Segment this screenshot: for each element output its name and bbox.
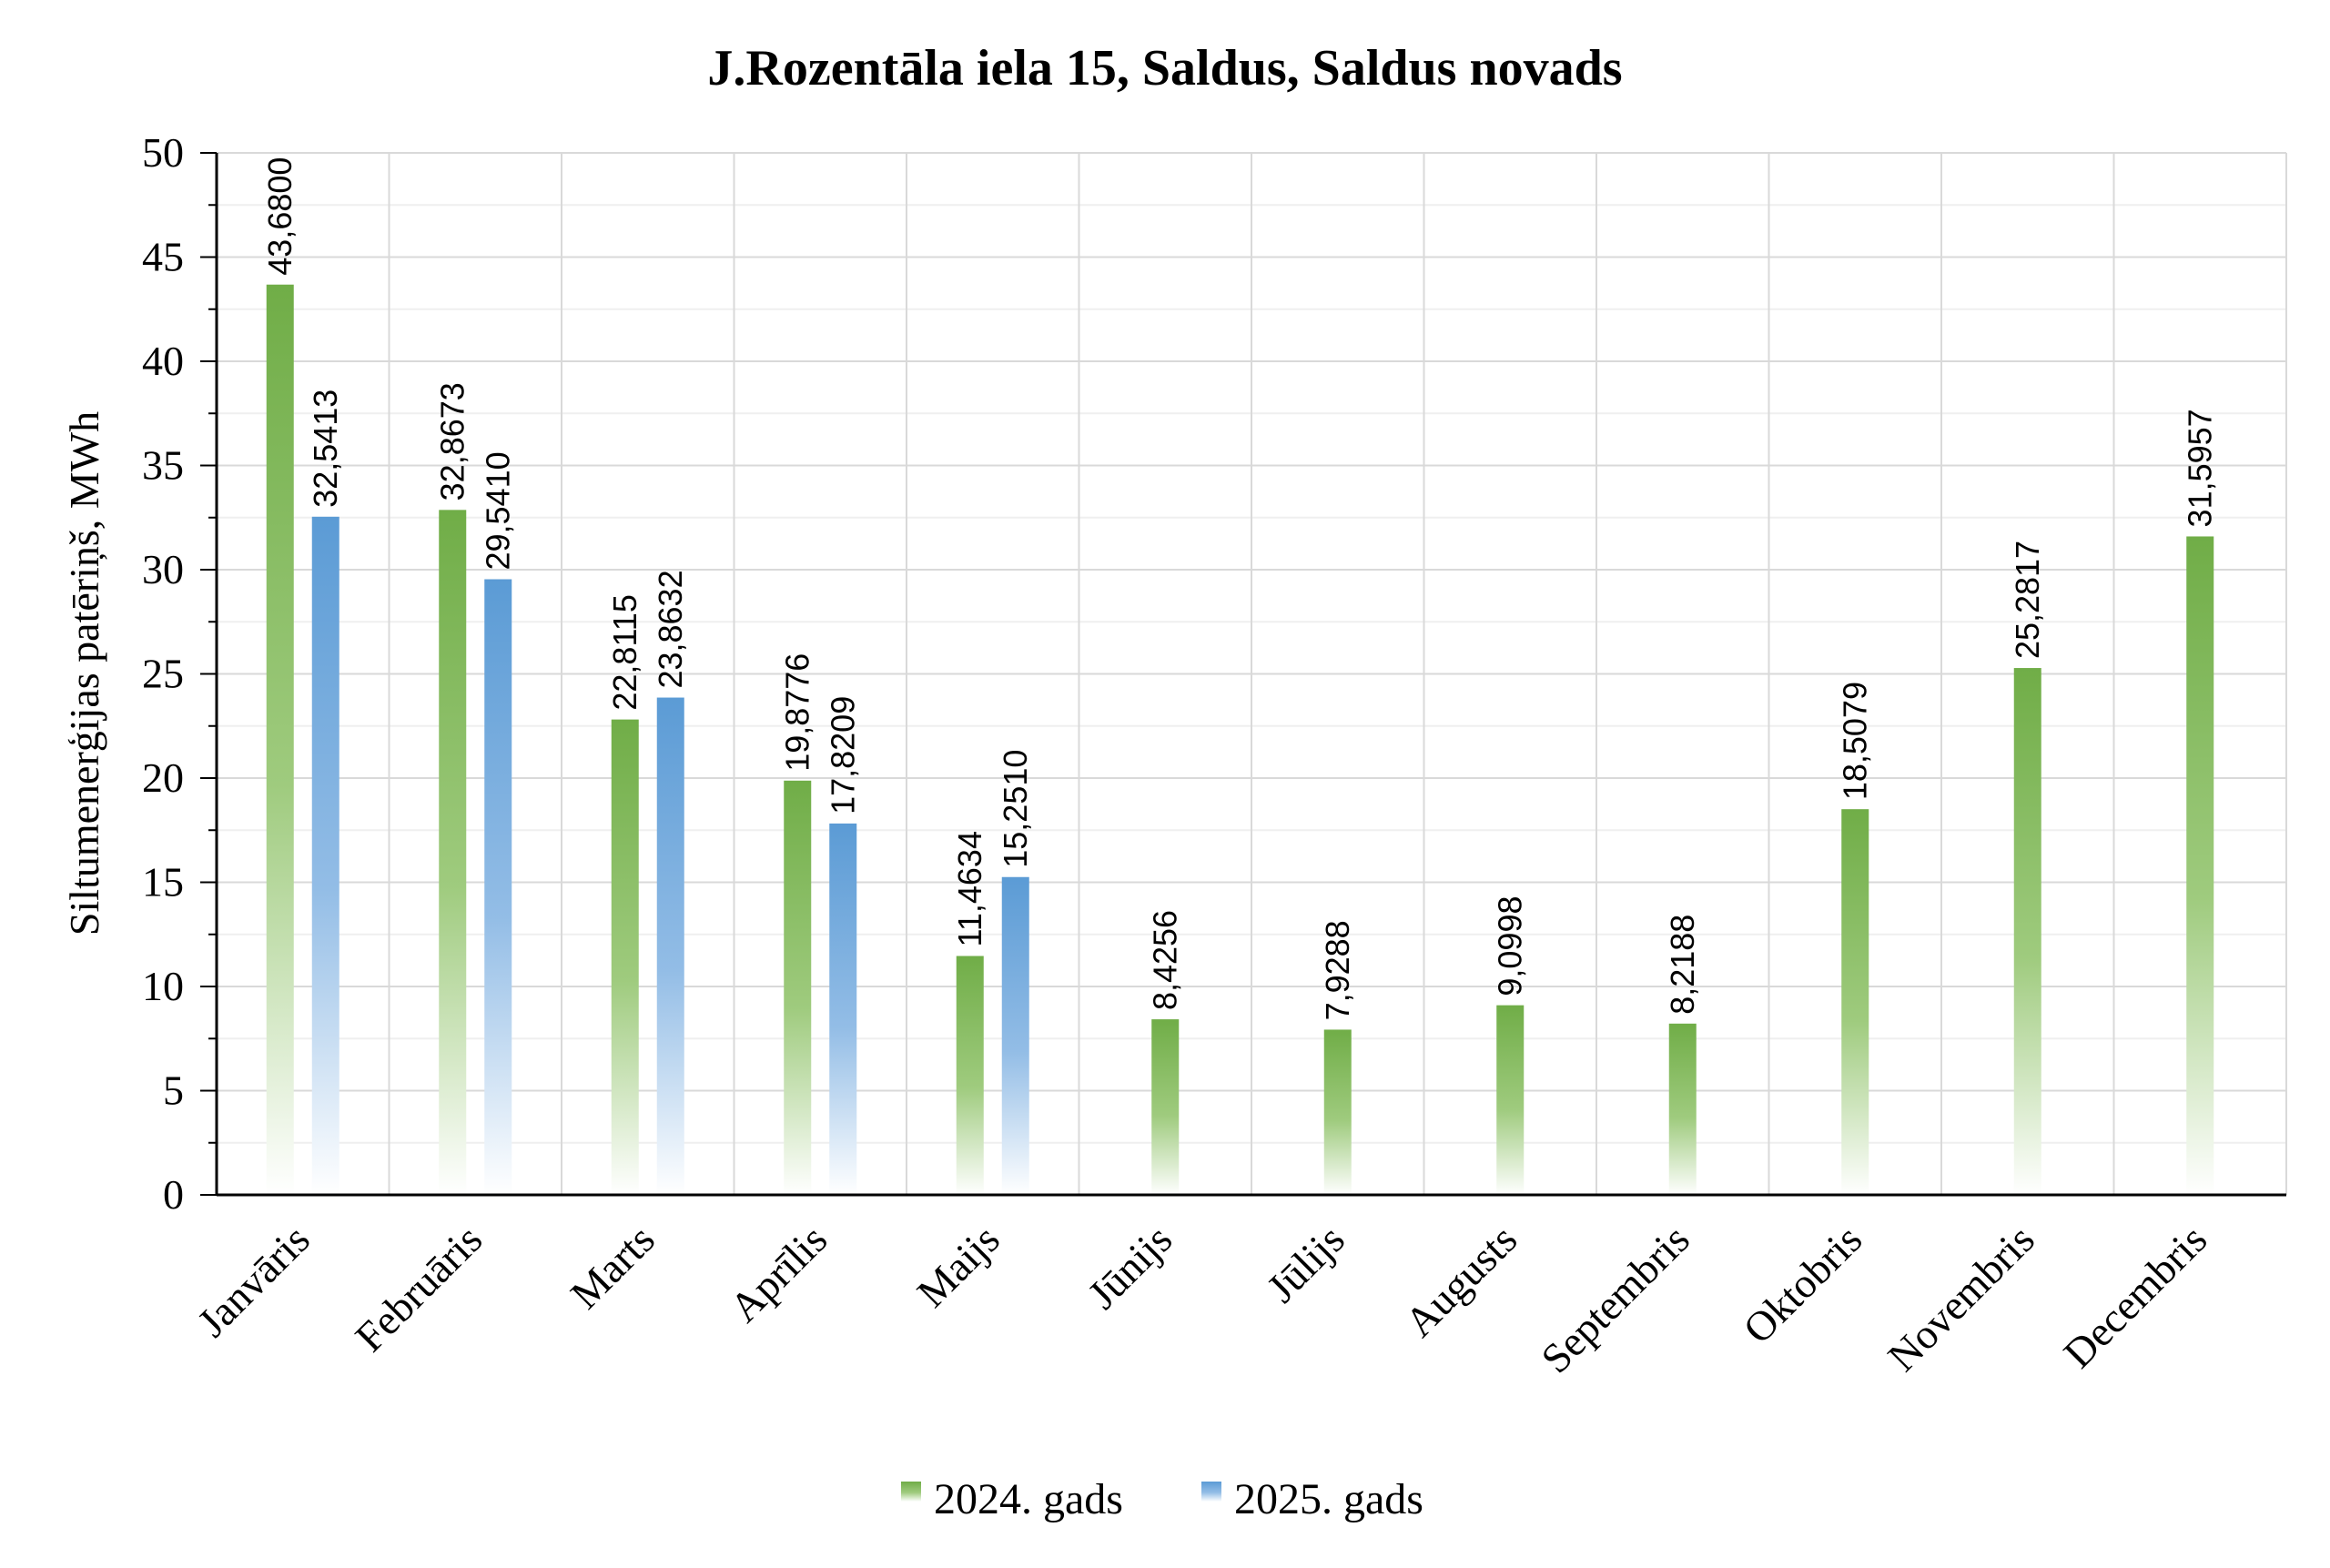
data-label: 9,0998 bbox=[1491, 896, 1528, 996]
data-label: 7,9288 bbox=[1319, 920, 1356, 1020]
y-tick-label: 15 bbox=[142, 859, 184, 905]
data-label: 11,4634 bbox=[951, 831, 988, 946]
x-tick-label: Jūnijs bbox=[1079, 1216, 1180, 1318]
data-label: 8,2188 bbox=[1664, 915, 1701, 1015]
bar-2024 bbox=[2013, 668, 2041, 1195]
bar-2024 bbox=[2186, 536, 2214, 1195]
y-tick-label: 50 bbox=[142, 129, 184, 176]
data-label: 29,5410 bbox=[479, 451, 516, 570]
x-tick-label: Marts bbox=[562, 1216, 664, 1318]
legend-swatch bbox=[901, 1482, 921, 1502]
bar-2025 bbox=[484, 579, 512, 1195]
y-tick-label: 10 bbox=[142, 963, 184, 1009]
legend-label: 2024. gads bbox=[934, 1475, 1123, 1523]
x-tick-label: Augusts bbox=[1396, 1216, 1526, 1346]
x-tick-label: Oktobris bbox=[1734, 1216, 1870, 1352]
y-tick-label: 45 bbox=[142, 234, 184, 280]
bar-2025 bbox=[656, 697, 684, 1195]
x-tick-label: Februāris bbox=[346, 1216, 491, 1361]
y-tick-label: 40 bbox=[142, 338, 184, 384]
bar-2024 bbox=[266, 284, 294, 1195]
bar-2024 bbox=[439, 510, 467, 1195]
bar-2024 bbox=[1496, 1005, 1525, 1195]
data-label: 25,2817 bbox=[2009, 541, 2046, 659]
x-tick-label: Maijs bbox=[908, 1216, 1008, 1316]
bar-2024 bbox=[1668, 1023, 1697, 1195]
y-axis-label: Siltumenerģijas patēriņš, MWh bbox=[61, 411, 107, 936]
bar-2025 bbox=[829, 823, 857, 1195]
bar-2024 bbox=[1841, 809, 1869, 1195]
data-label: 23,8632 bbox=[652, 570, 689, 688]
bar-2024 bbox=[611, 719, 639, 1195]
data-label: 32,5413 bbox=[307, 389, 344, 508]
legend-swatch bbox=[1201, 1482, 1221, 1502]
data-label: 18,5079 bbox=[1836, 682, 1873, 800]
data-label: 43,6800 bbox=[261, 157, 299, 276]
bars bbox=[266, 284, 2214, 1195]
data-label: 32,8673 bbox=[433, 382, 471, 501]
gridlines bbox=[217, 152, 2287, 1195]
data-label: 8,4256 bbox=[1146, 910, 1183, 1010]
y-tick-label: 30 bbox=[142, 546, 184, 592]
bar-2024 bbox=[784, 780, 812, 1195]
x-tick-label: Decembris bbox=[2054, 1216, 2215, 1377]
bar-2025 bbox=[311, 516, 339, 1195]
data-label: 31,5957 bbox=[2181, 409, 2218, 527]
bar-2024 bbox=[1323, 1029, 1352, 1195]
x-tick-label: Novembris bbox=[1879, 1216, 2043, 1381]
x-tick-label: Janvāris bbox=[188, 1216, 319, 1346]
data-label: 19,8776 bbox=[778, 653, 816, 772]
legend: 2024. gads 2025. gads bbox=[901, 1475, 1423, 1523]
y-tick-label: 20 bbox=[142, 754, 184, 801]
bar-2025 bbox=[1001, 876, 1029, 1195]
x-tick-label: Aprīlis bbox=[721, 1216, 836, 1330]
y-tick-label: 35 bbox=[142, 442, 184, 489]
data-label: 15,2510 bbox=[997, 750, 1034, 868]
bar-2024 bbox=[1151, 1019, 1180, 1195]
y-tick-label: 5 bbox=[163, 1067, 184, 1114]
y-tick-label: 25 bbox=[142, 651, 184, 697]
data-label: 17,8209 bbox=[824, 696, 861, 814]
x-tick-label: Septembris bbox=[1532, 1216, 1697, 1381]
data-label: 22,8115 bbox=[606, 594, 643, 710]
x-tick-label: Jūlijs bbox=[1258, 1216, 1353, 1311]
bar-2024 bbox=[956, 956, 984, 1195]
legend-label: 2025. gads bbox=[1234, 1475, 1423, 1523]
y-tick-label: 0 bbox=[163, 1171, 184, 1218]
chart-title: J.Rozentāla iela 15, Saldus, Saldus nova… bbox=[707, 40, 1622, 96]
